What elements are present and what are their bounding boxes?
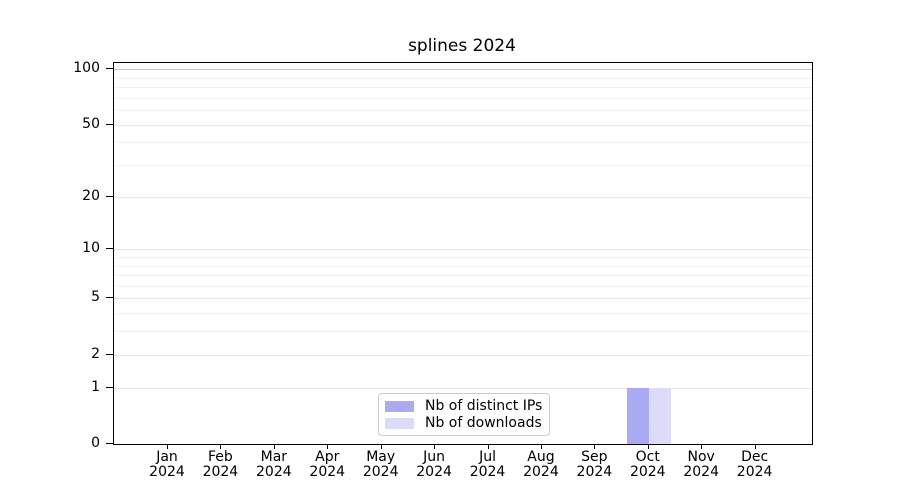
- x-tick-label: Jan 2024: [135, 450, 199, 480]
- x-tick-mark: [647, 444, 649, 449]
- gridline-minor: [114, 275, 812, 277]
- bar-downloads: [648, 387, 671, 444]
- x-tick-mark: [273, 444, 275, 449]
- x-tick-mark: [380, 444, 382, 449]
- x-tick-mark: [167, 444, 168, 449]
- x-tick-label: Sep 2024: [562, 450, 626, 480]
- bar-distinct-ips: [626, 387, 649, 444]
- y-tick-mark: [106, 248, 113, 250]
- legend-swatch: [385, 417, 414, 429]
- y-tick-mark: [106, 123, 113, 125]
- y-tick-mark: [106, 195, 113, 197]
- x-tick-mark: [754, 444, 756, 449]
- x-tick-label: Jul 2024: [456, 450, 520, 480]
- x-tick-mark: [540, 444, 542, 449]
- gridline-minor: [114, 256, 812, 258]
- y-tick-label: 50: [82, 115, 100, 132]
- y-tick-mark: [106, 353, 113, 355]
- x-tick-month: Jun: [423, 449, 446, 465]
- y-tick-label: 5: [91, 289, 100, 306]
- y-tick-label: 10: [82, 240, 100, 257]
- gridline-minor: [114, 313, 812, 315]
- gridline-major: [114, 69, 812, 71]
- x-tick-year: 2024: [736, 464, 773, 480]
- gridline-minor: [114, 285, 812, 287]
- y-tick-label: 20: [82, 187, 100, 204]
- gridline-major: [114, 298, 812, 300]
- legend-label: Nb of downloads: [425, 415, 542, 431]
- x-tick-month: Jan: [156, 449, 178, 465]
- x-tick-year: 2024: [362, 464, 399, 480]
- x-tick-label: Apr 2024: [295, 450, 359, 480]
- x-tick-month: Aug: [527, 449, 555, 465]
- x-tick-label: Mar 2024: [242, 450, 306, 480]
- x-tick-mark: [701, 444, 703, 449]
- gridline-major: [114, 354, 812, 356]
- legend-item: Nb of downloads: [385, 415, 542, 431]
- x-tick-month: Dec: [741, 449, 769, 465]
- x-tick-year: 2024: [416, 464, 452, 480]
- x-tick-mark: [327, 444, 329, 449]
- x-tick-year: 2024: [309, 464, 346, 480]
- x-tick-month: Nov: [687, 449, 715, 465]
- gridline-minor: [114, 142, 812, 144]
- x-tick-year: 2024: [469, 464, 506, 480]
- gridline-minor: [114, 97, 812, 99]
- gridline-major: [114, 124, 812, 126]
- x-tick-label: Oct 2024: [616, 450, 680, 480]
- gridline-major: [114, 196, 812, 198]
- x-tick-mark: [434, 444, 436, 449]
- gridline-minor: [114, 77, 812, 79]
- x-tick-label: Nov 2024: [669, 450, 733, 480]
- x-tick-year: 2024: [149, 464, 185, 480]
- x-tick-year: 2024: [576, 464, 613, 480]
- x-tick-month: Apr: [315, 449, 340, 465]
- x-tick-label: May 2024: [349, 450, 413, 480]
- y-tick-label: 2: [91, 345, 100, 362]
- x-tick-mark: [487, 444, 489, 449]
- legend-item: Nb of distinct IPs: [385, 398, 542, 414]
- gridline-minor: [114, 331, 812, 333]
- x-tick-month: Feb: [208, 449, 233, 465]
- x-tick-month: Oct: [635, 449, 660, 465]
- x-tick-label: Feb 2024: [188, 450, 252, 480]
- plot-area: [113, 62, 813, 445]
- gridline-minor: [114, 87, 812, 89]
- x-tick-mark: [220, 444, 222, 449]
- y-tick-mark: [106, 443, 113, 444]
- y-tick-mark: [106, 297, 113, 299]
- y-tick-label: 0: [91, 435, 100, 451]
- x-tick-mark: [594, 444, 596, 449]
- x-tick-month: Jul: [479, 449, 496, 465]
- y-tick-label: 100: [73, 60, 100, 77]
- x-tick-label: Jun 2024: [402, 450, 466, 480]
- gridline-minor: [114, 165, 812, 167]
- x-tick-year: 2024: [256, 464, 292, 480]
- x-tick-month: Mar: [260, 449, 288, 465]
- x-tick-label: Dec 2024: [723, 450, 787, 480]
- x-tick-label: Aug 2024: [509, 450, 573, 480]
- y-tick-label: 1: [91, 378, 100, 395]
- legend-swatch: [385, 400, 414, 412]
- chart-title: splines 2024: [408, 36, 516, 56]
- y-tick-mark: [106, 68, 113, 70]
- x-tick-year: 2024: [523, 464, 559, 480]
- y-tick-mark: [106, 386, 113, 388]
- x-tick-year: 2024: [683, 464, 719, 480]
- x-tick-year: 2024: [202, 464, 239, 480]
- x-tick-month: Sep: [581, 449, 608, 465]
- x-tick-month: May: [366, 449, 396, 465]
- gridline-minor: [114, 265, 812, 267]
- legend-label: Nb of distinct IPs: [425, 398, 543, 414]
- gridline-minor: [114, 110, 812, 112]
- gridline-major: [114, 249, 812, 251]
- x-tick-year: 2024: [629, 464, 666, 480]
- gridline-major: [114, 387, 812, 389]
- legend: Nb of distinct IPs Nb of downloads: [378, 393, 550, 436]
